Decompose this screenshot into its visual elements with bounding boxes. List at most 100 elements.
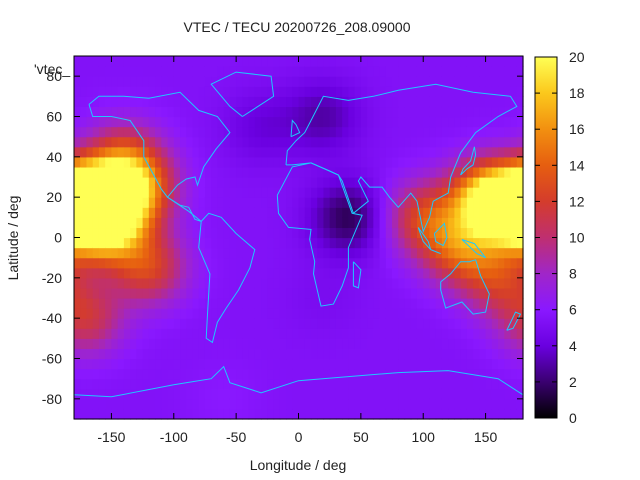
heatmap-cell [473,106,480,118]
heatmap-cell [323,177,331,188]
heatmap-cell [342,328,349,339]
heatmap-cell [373,116,381,128]
heatmap-cell [498,318,505,329]
heatmap-cell [498,207,505,218]
heatmap-cell [198,378,206,390]
heatmap-cell [248,398,256,410]
heatmap-cell [254,56,262,67]
heatmap-cell [223,166,231,178]
heatmap-cell [155,308,162,319]
heatmap-cell [142,146,150,158]
heatmap-cell [342,298,349,309]
heatmap-cell [92,207,100,218]
heatmap-cell [348,247,356,259]
heatmap-cell [92,197,100,208]
heatmap-cell [74,86,81,97]
heatmap-cell [74,247,81,259]
heatmap-cell [80,177,88,188]
heatmap-cell [410,338,418,350]
heatmap-cell [367,166,374,178]
heatmap-cell [167,156,175,168]
heatmap-cell [273,86,281,97]
heatmap-cell [192,318,200,329]
heatmap-cell [385,277,393,289]
heatmap-cell [360,308,368,319]
heatmap-cell [180,146,187,158]
heatmap-cell [448,66,456,77]
heatmap-cell [254,187,262,198]
heatmap-cell [491,197,499,208]
heatmap-cell [173,257,181,269]
heatmap-cell [161,156,169,168]
heatmap-cell [373,237,381,249]
heatmap-cell [367,76,374,87]
heatmap-cell [236,166,243,178]
heatmap-cell [267,166,275,178]
heatmap-cell [123,237,131,249]
coastline [88,91,231,222]
heatmap-cell [410,177,418,188]
heatmap-cell [248,267,256,279]
heatmap-cell [211,136,219,148]
heatmap-cell [248,318,256,329]
heatmap-cell [148,277,156,289]
heatmap-cell [198,116,206,128]
heatmap-cell [80,368,88,380]
heatmap-cell [435,96,443,108]
heatmap-cell [510,166,518,178]
heatmap-cell [398,116,406,128]
heatmap-cell [385,86,393,97]
heatmap-cell [310,106,318,118]
heatmap-cell [161,56,169,67]
heatmap-cell [360,66,368,77]
heatmap-cell [323,126,331,138]
heatmap-cell [323,408,331,420]
y-axis-label: Latitude / deg [5,196,21,281]
heatmap-cell [261,126,268,138]
heatmap-cell [223,308,231,319]
heatmap-cell [204,136,212,148]
heatmap-cell [111,66,119,77]
heatmap-cell [279,86,287,97]
heatmap-cell [304,106,312,118]
heatmap-cell [454,348,462,360]
heatmap-cell [117,227,125,239]
heatmap-cell [74,237,81,249]
heatmap-cell [142,277,150,289]
heatmap-cell [186,187,194,198]
heatmap-cell [448,126,456,138]
coastline [461,239,486,259]
heatmap-cell [423,76,431,87]
heatmap-cell [279,287,287,299]
heatmap-cell [74,227,81,239]
heatmap-cell [261,318,268,329]
heatmap-cell [161,318,169,329]
heatmap-cell [273,156,281,168]
heatmap-cell [335,187,343,198]
heatmap-cell [142,66,150,77]
heatmap-cell [479,308,487,319]
heatmap-cell [441,368,449,380]
heatmap-cell [429,227,437,239]
heatmap-cell [198,388,206,400]
heatmap-cell [236,358,243,370]
heatmap-cell [466,247,474,259]
heatmap-cell [398,287,406,299]
heatmap-cell [117,146,125,158]
heatmap-cell [161,398,169,410]
heatmap-cell [404,388,412,400]
heatmap-cell [298,338,306,350]
heatmap-cell [466,328,474,339]
heatmap-cell [98,86,106,97]
heatmap-cell [142,197,150,208]
heatmap-cell [204,398,212,410]
heatmap-cell [460,217,468,229]
heatmap-cell [80,116,88,128]
heatmap-cell [261,227,268,239]
heatmap-cell [161,368,169,380]
heatmap-cell [435,207,443,218]
heatmap-cell [242,328,250,339]
heatmap-cell [267,257,275,269]
heatmap-cell [267,237,275,249]
heatmap-cell [242,338,250,350]
